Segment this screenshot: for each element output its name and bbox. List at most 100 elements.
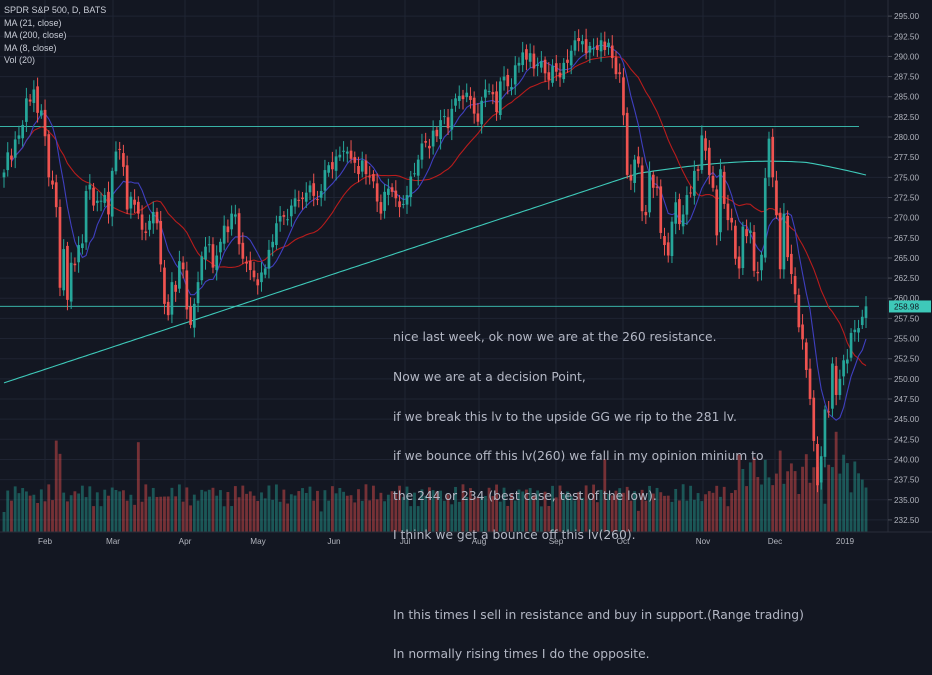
candle-body bbox=[133, 199, 136, 205]
volume-bar bbox=[92, 506, 95, 532]
price-chart[interactable]: 295.00 292.50 290.00 287.50 285.00 282.50 280.… bbox=[0, 0, 932, 550]
candle-body bbox=[737, 256, 741, 269]
legend-ma8[interactable]: MA (8, close) bbox=[4, 42, 57, 53]
candle-body bbox=[77, 245, 80, 263]
candle-body bbox=[357, 166, 360, 175]
volume-bar bbox=[413, 492, 416, 532]
candle-body bbox=[801, 324, 804, 340]
candle-body bbox=[633, 159, 636, 183]
volume-bar bbox=[189, 505, 192, 532]
volume-bar bbox=[577, 492, 581, 532]
legend-volume[interactable]: Vol (20) bbox=[4, 55, 36, 65]
price-axis bbox=[888, 0, 932, 550]
candle-body bbox=[349, 150, 353, 159]
candle-body bbox=[383, 191, 386, 211]
candle-body bbox=[32, 89, 36, 103]
candle-body bbox=[543, 59, 547, 74]
ma200-line bbox=[3, 160, 867, 384]
legend-ma200[interactable]: MA (200, close) bbox=[4, 30, 67, 40]
volume-bar bbox=[368, 500, 372, 532]
volume-bar bbox=[39, 489, 43, 532]
candle-body bbox=[375, 183, 379, 202]
candle-body bbox=[506, 74, 510, 87]
candle-body bbox=[558, 72, 562, 78]
volume-bar bbox=[297, 491, 301, 532]
volume-bar bbox=[439, 490, 443, 532]
price-tick-label: 280.00 bbox=[894, 133, 919, 142]
volume-bar bbox=[715, 485, 719, 532]
candle-body bbox=[450, 108, 454, 130]
candle-body bbox=[204, 246, 207, 260]
candle-body bbox=[140, 214, 144, 230]
volume-bar bbox=[222, 506, 226, 532]
candle-body bbox=[454, 98, 457, 106]
price-tick-label: 232.50 bbox=[894, 516, 919, 525]
price-tick-label: 287.50 bbox=[894, 73, 919, 82]
candle-body bbox=[614, 57, 618, 75]
volume-bar bbox=[62, 492, 66, 532]
volume-bar bbox=[420, 489, 424, 532]
legend-ma21[interactable]: MA (21, close) bbox=[4, 17, 62, 28]
candle-body bbox=[502, 76, 506, 81]
candle-body bbox=[442, 116, 446, 118]
volume-bar bbox=[748, 462, 752, 532]
candle-body bbox=[771, 136, 775, 178]
candle-body bbox=[222, 225, 226, 244]
volume-bar bbox=[230, 506, 234, 532]
volume-bar bbox=[233, 486, 237, 532]
volume-bar bbox=[864, 487, 868, 532]
price-tick-label: 245.00 bbox=[894, 415, 919, 424]
candle-body bbox=[226, 226, 230, 233]
candle-body bbox=[603, 41, 607, 50]
volume-bar bbox=[521, 491, 525, 532]
volume-bar bbox=[506, 505, 510, 532]
volume-bar bbox=[741, 468, 745, 532]
candle-body bbox=[245, 261, 248, 264]
volume-bar bbox=[446, 494, 450, 532]
volume-bar bbox=[450, 504, 454, 532]
candle-body bbox=[439, 120, 442, 140]
volume-bar bbox=[853, 461, 857, 532]
volume-bar bbox=[185, 487, 189, 532]
volume-bar bbox=[252, 495, 256, 532]
candle-body bbox=[69, 262, 73, 302]
volume-bar bbox=[364, 484, 368, 532]
volume-bar bbox=[95, 492, 99, 532]
volume-bar bbox=[704, 494, 707, 532]
volume-bar bbox=[510, 494, 513, 532]
volume-bar bbox=[670, 501, 674, 532]
candle-body bbox=[62, 249, 66, 291]
volume-bar bbox=[338, 487, 342, 532]
candle-body bbox=[211, 244, 215, 268]
volume-bar bbox=[263, 498, 267, 532]
time-tick-label: Mar bbox=[106, 537, 120, 546]
candle-body bbox=[260, 272, 263, 283]
volume-bar bbox=[793, 471, 797, 532]
candle-body bbox=[790, 253, 793, 275]
candle-body bbox=[413, 173, 416, 175]
candle-body bbox=[734, 225, 737, 259]
price-tick-label: 262.50 bbox=[894, 274, 919, 283]
candle-body bbox=[54, 182, 58, 208]
candle-body bbox=[640, 165, 644, 212]
candle-body bbox=[804, 342, 808, 370]
last-price-badge bbox=[889, 300, 931, 313]
time-tick-label: Nov bbox=[696, 537, 711, 546]
candle-body bbox=[562, 62, 566, 80]
volume-bar bbox=[767, 477, 771, 532]
volume-bar bbox=[498, 501, 502, 532]
candle-body bbox=[103, 195, 107, 203]
candle-body bbox=[364, 160, 368, 175]
price-tick-label: 240.00 bbox=[894, 455, 919, 464]
text-annotation[interactable]: nice last week, ok now we are at the 260… bbox=[393, 305, 833, 675]
candle-body bbox=[73, 263, 77, 266]
volume-bar bbox=[461, 484, 465, 532]
volume-bar bbox=[648, 485, 651, 532]
candle-body bbox=[528, 53, 532, 62]
candle-body bbox=[215, 255, 219, 271]
volume-bar bbox=[808, 482, 812, 532]
volume-bar bbox=[472, 497, 476, 532]
volume-bar bbox=[260, 492, 263, 532]
price-tick-label: 267.50 bbox=[894, 234, 919, 243]
volume-bar bbox=[457, 501, 461, 532]
